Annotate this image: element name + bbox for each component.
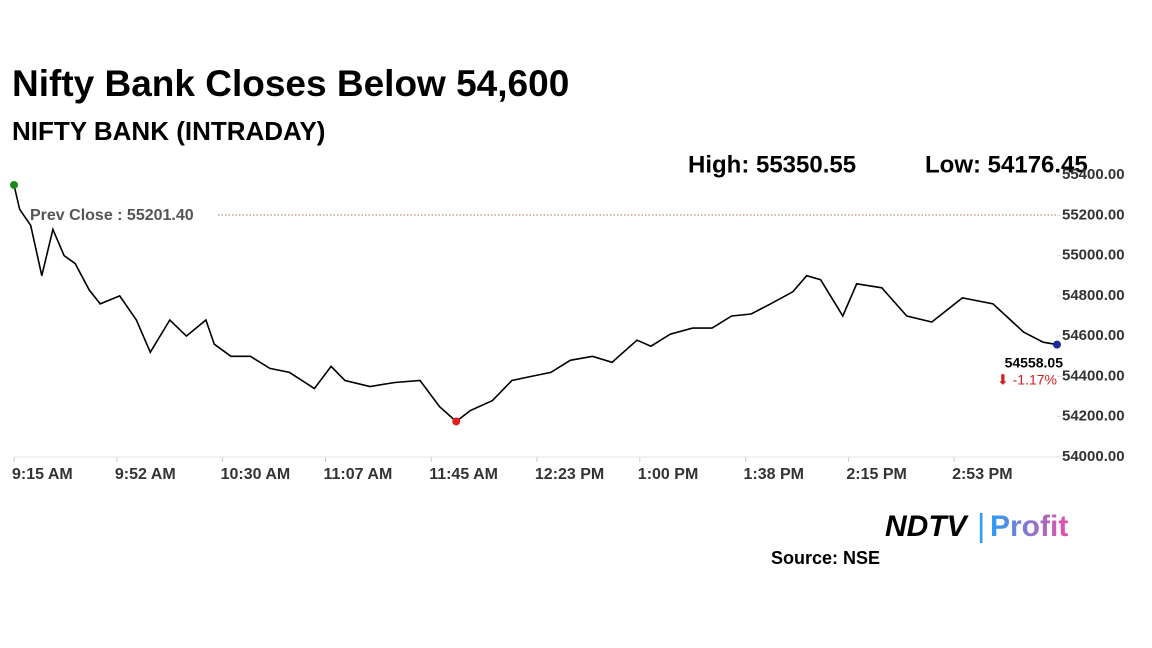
x-tick-label: 11:07 AM [324,466,393,483]
y-tick-label: 54600.00 [1062,327,1125,344]
x-tick-label: 2:53 PM [952,466,1012,483]
y-tick-label: 54200.00 [1062,408,1125,425]
high-label: High: 55350.55 [688,151,856,178]
last-value-label: 54558.05 [1005,354,1064,370]
y-tick-label: 54800.00 [1062,287,1125,304]
logo-product: Profit [990,510,1068,543]
y-tick-label: 55200.00 [1062,206,1125,223]
chart-subtitle: NIFTY BANK (INTRADAY) [12,116,325,146]
x-tick-label: 2:15 PM [846,466,906,483]
logo-brand: NDTV [885,510,970,543]
prev-close-label: Prev Close : 55201.40 [30,207,194,224]
marker [1053,340,1061,349]
chart-title: Nifty Bank Closes Below 54,600 [12,63,569,104]
source: Source: NSE [771,548,880,568]
x-tick-label: 1:38 PM [743,466,803,483]
x-tick-label: 9:15 AM [12,466,73,483]
x-tick-label: 9:52 AM [115,466,176,483]
x-tick-label: 1:00 PM [638,466,698,483]
low-label: Low: 54176.45 [925,151,1088,178]
logo-separator: | [977,507,985,543]
price-line [13,184,1058,423]
x-tick-label: 12:23 PM [535,466,604,483]
x-tick-label: 11:45 AM [429,466,498,483]
marker [10,180,18,189]
y-tick-label: 54400.00 [1062,367,1125,384]
change-label: ⬇ -1.17% [997,371,1057,387]
y-tick-label: 55000.00 [1062,247,1125,264]
marker [452,417,461,426]
y-tick-label: 55400.00 [1062,166,1125,183]
y-tick-label: 54000.00 [1062,448,1125,465]
x-tick-label: 10:30 AM [221,466,291,483]
